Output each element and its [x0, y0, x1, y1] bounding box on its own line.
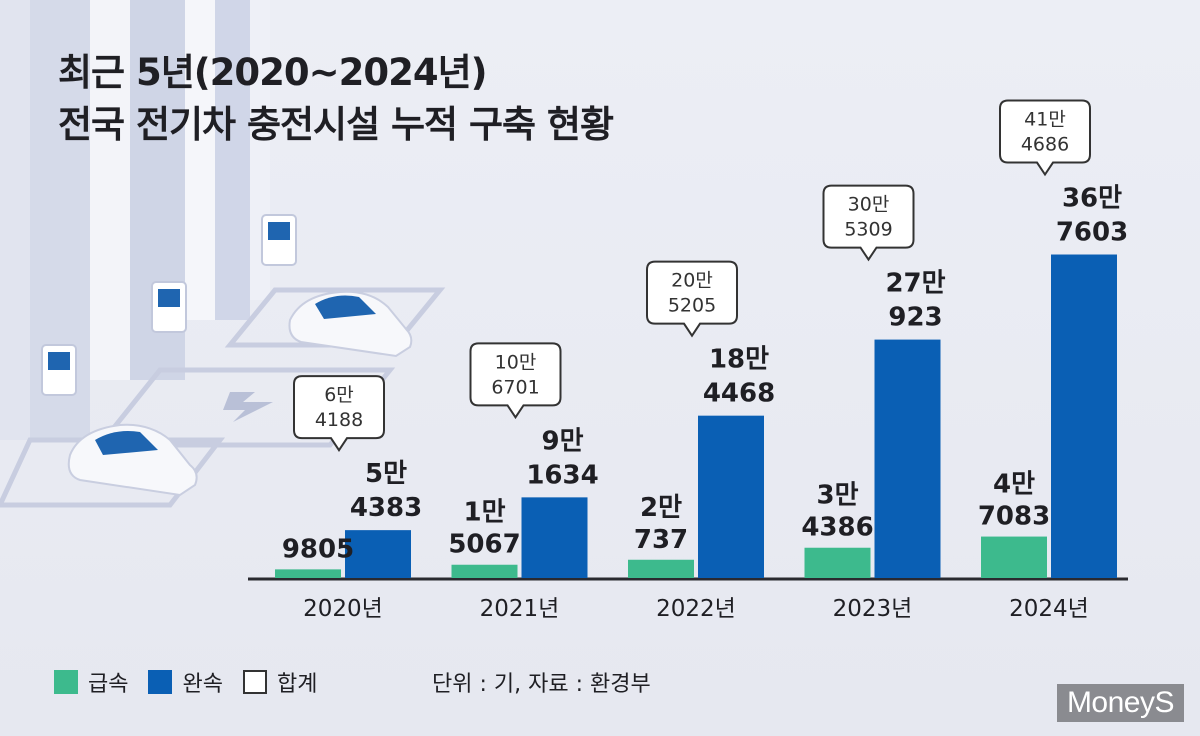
legend: 급속 완속 합계	[54, 666, 337, 698]
legend-item-total: 합계	[242, 666, 318, 698]
legend-swatch-total	[242, 670, 267, 694]
bar-fast	[275, 569, 341, 578]
car-icon	[288, 290, 413, 358]
legend-item-slow: 완속	[148, 666, 223, 698]
data-label-fast: 5067	[448, 530, 520, 560]
legend-swatch-slow	[148, 670, 173, 694]
data-label-slow: 7603	[1056, 218, 1128, 248]
chart-title-line1: 최근 5년(2020~2024년)	[58, 51, 488, 94]
bar-slow	[1051, 254, 1117, 579]
data-label-total: 5309	[844, 219, 892, 241]
data-label-slow: 36만	[1062, 184, 1122, 214]
x-tick-label: 2024년	[1009, 596, 1089, 622]
total-callout	[293, 375, 385, 452]
brand-logo: MoneyS	[1056, 684, 1184, 722]
data-label-slow: 27만	[885, 269, 945, 299]
x-tick-label: 2021년	[480, 596, 560, 622]
bar-slow	[874, 339, 941, 578]
data-label-fast: 737	[634, 525, 688, 555]
data-label-slow: 4383	[350, 493, 422, 523]
bar-slow	[698, 415, 764, 578]
data-label-total: 4188	[315, 409, 363, 431]
x-tick-label: 2020년	[303, 596, 383, 622]
bar-fast	[804, 547, 871, 578]
total-callout	[822, 184, 915, 262]
legend-label-fast: 급속	[88, 672, 129, 697]
data-label-total: 6701	[491, 376, 539, 398]
bar-fast	[451, 564, 518, 578]
data-label-total: 4686	[1021, 134, 1069, 156]
data-label-fast: 4386	[801, 513, 873, 543]
data-label-fast: 1만	[463, 498, 505, 528]
data-label-total: 30만	[848, 194, 890, 216]
bar-fast	[981, 536, 1047, 578]
data-label-fast: 9805	[282, 534, 354, 564]
data-label-total: 41만	[1024, 109, 1066, 131]
data-label-slow: 923	[888, 303, 942, 333]
data-label-fast: 4만	[993, 470, 1035, 500]
data-label-slow: 1634	[526, 460, 598, 490]
x-tick-label: 2023년	[833, 596, 913, 622]
x-tick-label: 2022년	[656, 596, 736, 622]
legend-swatch-fast	[54, 670, 78, 694]
data-label-fast: 7083	[978, 502, 1050, 532]
data-label-fast: 2만	[640, 493, 682, 523]
bar-fast	[628, 559, 694, 578]
chart-title-line2: 전국 전기차 충전시설 누적 구축 현황	[58, 103, 614, 146]
legend-item-fast: 급속	[54, 666, 128, 698]
data-label-total: 6만	[324, 384, 354, 406]
data-label-total: 20만	[671, 270, 713, 292]
total-callout	[469, 342, 562, 420]
source-note: 단위 : 기, 자료 : 환경부	[432, 672, 651, 697]
total-callout	[646, 260, 738, 338]
legend-label-total: 합계	[276, 672, 318, 697]
data-label-slow: 18만	[709, 345, 769, 375]
charging-station-illustration	[0, 0, 446, 508]
data-label-slow: 4468	[703, 379, 775, 409]
bar-slow	[345, 530, 411, 578]
total-callout	[999, 99, 1091, 177]
data-label-slow: 9만	[541, 426, 583, 456]
car-icon	[67, 423, 198, 497]
data-label-slow: 5만	[365, 459, 407, 489]
legend-label-slow: 완속	[182, 672, 223, 697]
data-label-total: 10만	[495, 351, 537, 373]
data-label-fast: 3만	[816, 481, 858, 511]
data-label-total: 5205	[668, 295, 716, 317]
bar-slow	[521, 497, 588, 578]
